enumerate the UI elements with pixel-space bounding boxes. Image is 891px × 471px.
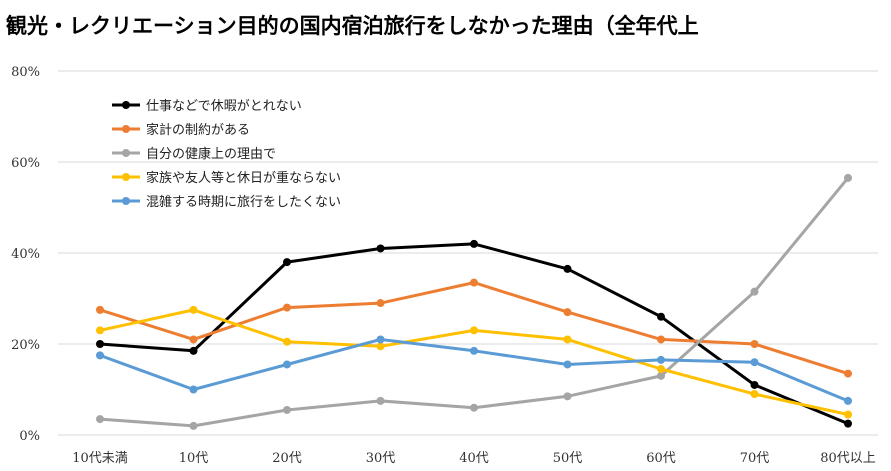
x-tick-label: 10代未満 [72,451,128,466]
legend-marker [122,197,130,205]
legend: 仕事などで休暇がとれない家計の制約がある自分の健康上の理由で家族や友人等と休日が… [112,99,341,210]
data-point [189,346,198,355]
y-axis-ticks: 0% 20% 40% 60% 80% [11,65,40,444]
x-tick-label: 20代 [272,451,302,466]
x-axis-ticks: 10代未満 10代 20代 30代 40代 50代 60代 70代 80代以上 [72,451,876,466]
data-point [96,351,104,360]
data-point [96,415,104,424]
data-point [657,365,665,374]
data-point [750,340,759,348]
legend-marker [122,101,130,109]
x-tick-label: 10代 [179,451,209,466]
data-point [750,380,759,389]
legend-marker [122,173,130,181]
legend-label: 家族や友人等と休日が重ならない [146,170,341,186]
data-point [844,369,852,378]
legend-label: 混雑する時期に旅行をしたくない [146,194,341,210]
data-point [844,419,852,428]
chart-title: 観光・レクリエーション目的の国内宿泊旅行をしなかった理由（全年代上 [6,14,699,38]
data-point [189,421,198,430]
data-point [563,308,572,317]
data-point [96,305,104,314]
x-tick-label: 60代 [646,451,676,466]
y-tick-label: 20% [11,338,40,353]
data-point [750,390,759,399]
data-point [283,337,291,346]
y-tick-label: 0% [19,429,40,444]
data-point [189,305,198,314]
data-point [470,346,478,355]
data-point [96,340,104,348]
legend-label: 仕事などで休暇がとれない [146,99,302,114]
x-tick-label: 70代 [740,451,770,466]
x-tick-label: 30代 [366,451,396,466]
legend-marker [122,125,130,133]
data-point [189,385,198,394]
data-point [844,410,852,419]
data-point [283,303,291,312]
x-tick-label: 40代 [459,451,489,466]
data-point [750,287,759,296]
data-point [283,258,291,267]
y-tick-label: 80% [11,65,40,80]
legend-marker [122,149,130,157]
data-point [376,244,385,253]
data-point [283,405,291,414]
data-point [376,396,385,405]
data-point [563,392,572,401]
data-point [657,312,665,321]
data-point [657,355,665,364]
data-point [750,358,759,367]
legend-label: 家計の制約がある [146,122,250,138]
data-point [470,239,478,248]
data-point [844,173,852,182]
data-point [376,342,385,351]
data-point [657,335,665,344]
data-point [470,326,478,335]
x-tick-label: 50代 [553,451,583,466]
data-point [657,371,665,380]
series-lines [99,176,850,428]
data-point [470,278,478,287]
data-point [563,335,572,344]
data-point [96,326,104,335]
data-point [283,360,291,369]
gridlines [58,70,878,436]
x-tick-label: 80代以上 [820,451,876,466]
series-points [96,173,852,430]
data-point [563,264,572,273]
data-point [470,403,478,412]
data-point [376,299,385,308]
data-point [844,396,852,405]
data-point [189,335,198,344]
y-tick-label: 40% [11,247,40,262]
y-tick-label: 60% [11,156,40,171]
data-point [376,335,385,344]
data-point [563,360,572,369]
legend-label: 自分の健康上の理由で [146,146,276,162]
